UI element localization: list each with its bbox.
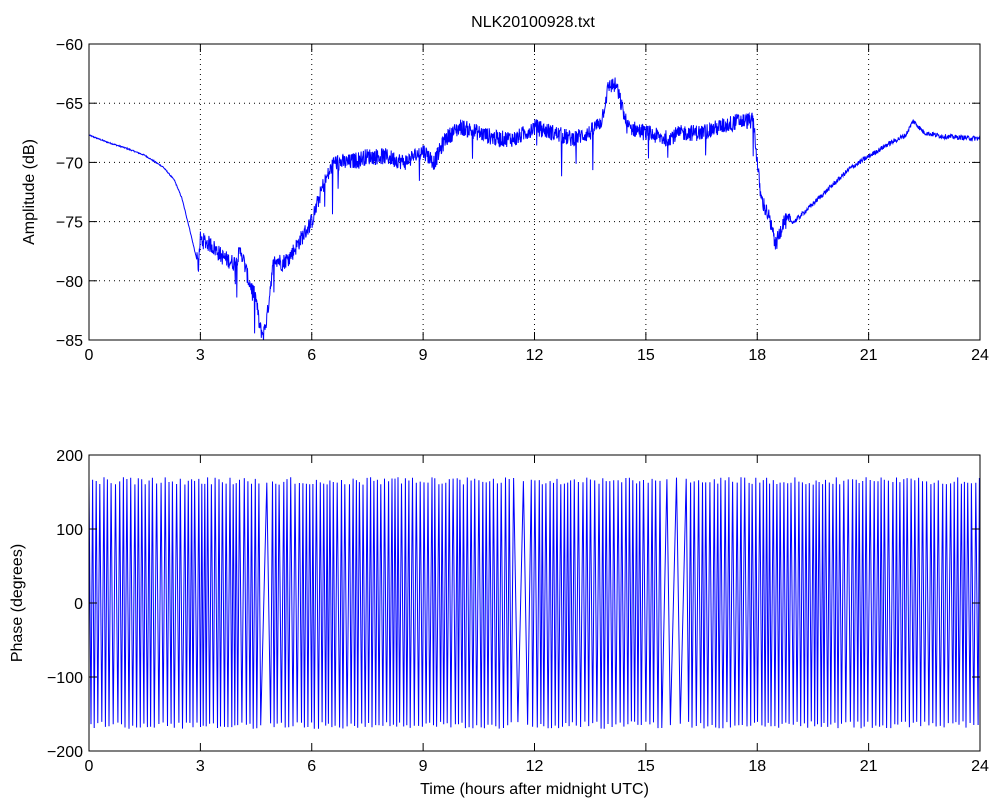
x-tick-label: 18 xyxy=(748,347,766,364)
x-tick-label: 15 xyxy=(637,347,655,364)
x-tick-label: 6 xyxy=(307,758,316,775)
y-tick-label: −80 xyxy=(56,274,83,291)
x-tick-label: 15 xyxy=(637,758,655,775)
x-tick-label: 0 xyxy=(85,347,94,364)
y-tick-label: −200 xyxy=(47,744,83,761)
x-tick-label: 9 xyxy=(419,758,428,775)
x-axis-label: Time (hours after midnight UTC) xyxy=(420,781,649,798)
x-tick-label: 24 xyxy=(971,347,989,364)
y-tick-label: 200 xyxy=(56,448,83,465)
y-axis-label: Phase (degrees) xyxy=(9,544,26,662)
amplitude-series-line xyxy=(89,77,980,340)
phase-series-line xyxy=(89,477,980,729)
x-tick-label: 21 xyxy=(860,347,878,364)
x-tick-label: 12 xyxy=(526,758,544,775)
y-axis-label: Amplitude (dB) xyxy=(21,139,38,245)
y-tick-label: −75 xyxy=(56,215,83,232)
y-tick-label: 100 xyxy=(56,522,83,539)
phase-axes: 0 3 6 9 12 15 18 21 24 −200 −100 0 100 200 Phase (degr… xyxy=(9,448,989,798)
x-tick-label: 24 xyxy=(971,758,989,775)
x-tick-label: 18 xyxy=(748,758,766,775)
x-tick-label: 6 xyxy=(307,347,316,364)
y-tick-label: −100 xyxy=(47,670,83,687)
x-tick-label: 12 xyxy=(526,347,544,364)
data-layer xyxy=(89,477,980,729)
y-tick-label: 0 xyxy=(74,596,83,613)
x-tick-label: 21 xyxy=(860,758,878,775)
data-layer xyxy=(89,77,980,340)
y-tick-label: −85 xyxy=(56,333,83,350)
x-tick-label: 3 xyxy=(196,758,205,775)
y-tick-label: −65 xyxy=(56,96,83,113)
amplitude-axes: 0 3 6 9 12 15 18 21 24 −85 −80 −75 −70 −65 −60 Amplitud… xyxy=(21,37,989,364)
figure-title: NLK20100928.txt xyxy=(471,14,595,31)
x-tick-label: 9 xyxy=(419,347,428,364)
y-tick-label: −60 xyxy=(56,37,83,54)
x-tick-label: 3 xyxy=(196,347,205,364)
x-tick-label: 0 xyxy=(85,758,94,775)
y-tick-label: −70 xyxy=(56,155,83,172)
